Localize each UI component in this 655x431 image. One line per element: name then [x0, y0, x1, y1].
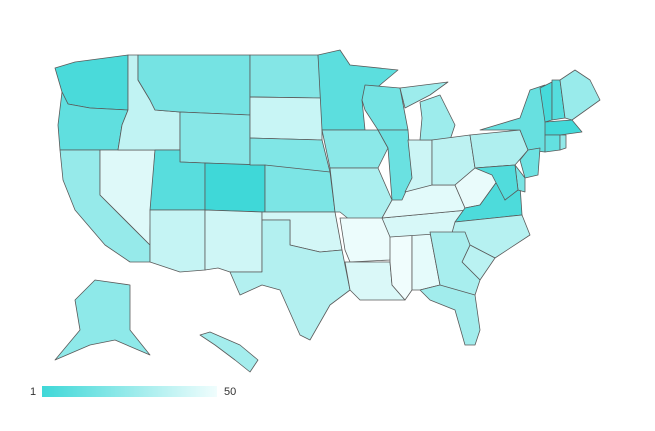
- state-region: [377, 129, 413, 201]
- state-region: [149, 209, 206, 273]
- state-region: [264, 164, 336, 213]
- legend-bar: [42, 386, 217, 397]
- state-region: [54, 279, 151, 361]
- state-region: [137, 54, 251, 116]
- state-region: [519, 147, 541, 179]
- state-region: [469, 129, 529, 169]
- state-region: [544, 134, 561, 153]
- state-region: [474, 164, 519, 201]
- states: [54, 49, 601, 373]
- state-region: [321, 129, 389, 169]
- state-region: [229, 219, 351, 341]
- state-region: [204, 209, 263, 273]
- state-region: [249, 96, 323, 141]
- state-region: [199, 331, 259, 373]
- state-region: [559, 69, 601, 121]
- state-region: [544, 119, 583, 136]
- state-region: [204, 162, 266, 213]
- state-region: [419, 284, 481, 346]
- legend-max-label: 50: [224, 386, 236, 398]
- state-region: [559, 134, 567, 151]
- state-region: [249, 54, 323, 99]
- state-region: [179, 111, 251, 166]
- legend-min-label: 1: [30, 386, 36, 398]
